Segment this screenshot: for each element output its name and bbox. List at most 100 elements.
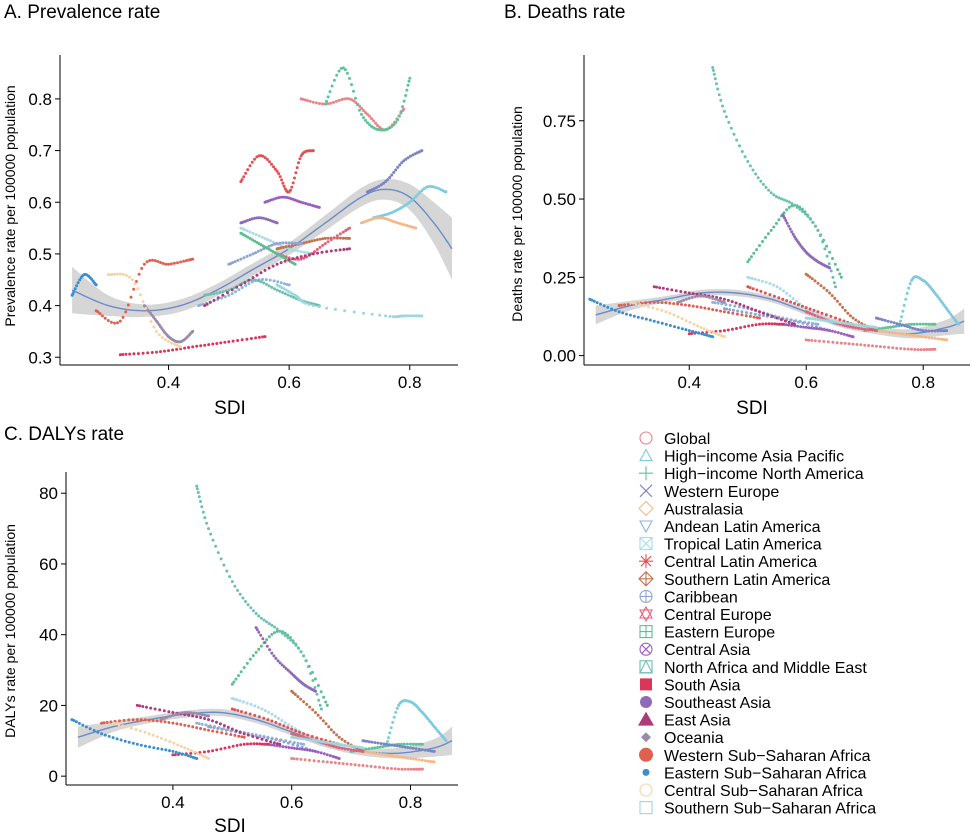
data-point xyxy=(772,225,776,229)
data-point xyxy=(808,311,812,315)
data-point xyxy=(262,281,266,285)
panel-c-xlabel: SDI xyxy=(214,816,246,837)
data-point xyxy=(266,238,270,242)
data-point xyxy=(656,300,660,304)
data-point xyxy=(321,719,325,723)
data-point xyxy=(303,98,307,102)
data-point xyxy=(878,329,882,333)
data-point xyxy=(110,273,114,276)
data-point xyxy=(325,99,328,103)
data-point xyxy=(787,205,791,209)
data-point xyxy=(385,742,389,746)
data-point xyxy=(236,709,240,712)
data-point xyxy=(895,331,899,335)
data-point xyxy=(138,704,142,708)
data-point xyxy=(100,721,104,725)
data-point xyxy=(317,698,321,702)
data-point xyxy=(822,340,826,343)
data-point xyxy=(195,757,199,760)
data-point xyxy=(332,100,336,104)
data-point xyxy=(334,248,338,252)
data-point xyxy=(223,295,227,299)
legend-label: Tropical Latin America xyxy=(664,537,822,554)
data-point xyxy=(247,282,251,286)
data-point xyxy=(315,736,319,740)
data-point xyxy=(299,257,303,261)
data-point xyxy=(203,727,207,731)
data-point xyxy=(118,719,121,723)
data-point xyxy=(196,491,200,494)
data-point xyxy=(284,241,288,245)
data-point xyxy=(404,94,408,97)
legend-label: Caribbean xyxy=(664,589,738,606)
data-point xyxy=(151,258,154,262)
data-point xyxy=(801,210,805,214)
data-point xyxy=(286,726,290,729)
data-point xyxy=(360,112,363,116)
data-point xyxy=(257,614,261,618)
x-tick-label: 0.6 xyxy=(280,793,304,812)
data-point xyxy=(821,240,825,244)
data-point xyxy=(595,301,599,305)
series-southern-sub-saharan-africa xyxy=(275,283,424,319)
data-point xyxy=(705,333,709,337)
data-point xyxy=(335,73,339,77)
series-central-latin-america xyxy=(746,285,855,326)
data-point xyxy=(687,296,691,300)
data-point xyxy=(408,154,412,158)
data-point xyxy=(121,315,125,319)
data-point xyxy=(292,757,296,761)
data-point xyxy=(291,691,295,695)
data-point xyxy=(381,745,385,749)
data-point xyxy=(740,313,744,317)
series-high-income-asia-pacific xyxy=(898,275,960,326)
data-point xyxy=(164,738,168,742)
data-point xyxy=(329,760,333,764)
data-point xyxy=(305,251,309,255)
data-point xyxy=(756,176,760,180)
data-point xyxy=(292,295,296,299)
data-point xyxy=(361,764,365,767)
data-point xyxy=(295,256,299,260)
legend-item-central-europe: Central Europe xyxy=(639,605,772,624)
data-point xyxy=(199,727,203,730)
data-point xyxy=(341,66,345,70)
data-point xyxy=(270,719,274,723)
data-point xyxy=(841,321,845,325)
data-point xyxy=(155,735,159,739)
data-point xyxy=(272,165,275,169)
data-point xyxy=(137,272,141,276)
data-point xyxy=(787,200,791,204)
data-point xyxy=(705,295,709,299)
data-point xyxy=(371,217,375,221)
data-point xyxy=(329,238,333,242)
data-point xyxy=(705,328,709,332)
legend-item-high-income-asia-pacific: High−income Asia Pacific xyxy=(639,448,844,466)
data-point xyxy=(232,286,236,290)
data-point xyxy=(831,257,834,260)
data-point xyxy=(191,329,195,333)
data-point xyxy=(754,323,758,327)
data-point xyxy=(764,185,768,189)
data-point xyxy=(112,721,115,725)
legend-label: Central Sub−Saharan Africa xyxy=(664,783,863,800)
data-point xyxy=(259,633,263,637)
data-point xyxy=(331,755,335,758)
data-point xyxy=(906,333,910,337)
data-point xyxy=(753,277,757,281)
legend-marker xyxy=(639,431,653,445)
data-point xyxy=(377,184,381,188)
data-point xyxy=(189,755,193,759)
data-point xyxy=(907,286,911,290)
data-point xyxy=(403,756,407,760)
data-point xyxy=(255,742,259,746)
data-point xyxy=(790,204,794,208)
data-point xyxy=(242,742,246,746)
series-high-income-north-america xyxy=(323,66,412,132)
data-point xyxy=(191,714,195,718)
data-point xyxy=(379,742,383,745)
data-point xyxy=(232,680,236,684)
data-point xyxy=(278,629,282,633)
data-point xyxy=(408,200,412,204)
data-point xyxy=(409,746,412,750)
